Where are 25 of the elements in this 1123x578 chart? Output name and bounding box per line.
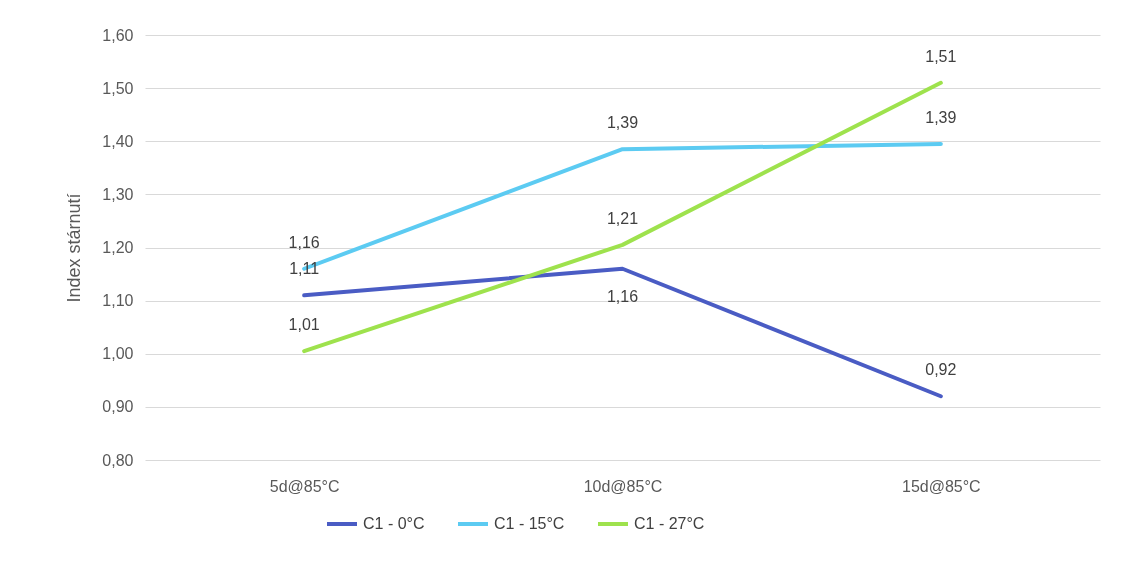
y-tick-label: 1,50 [102, 79, 134, 97]
x-tick-label: 5d@85°C [269, 477, 340, 495]
legend-label: C1 - 0°C [363, 515, 425, 532]
data-label: 1,16 [606, 287, 639, 305]
data-label: 1,16 [288, 233, 320, 251]
y-tick-label: 1,10 [102, 292, 134, 310]
y-tick-label: 1,20 [102, 239, 134, 256]
data-label: 1,51 [925, 47, 957, 65]
data-label: 1,11 [289, 260, 320, 278]
legend-label: C1 - 15°C [494, 515, 565, 532]
legend-label: C1 - 27°C [634, 515, 705, 532]
y-axis-title: Index stárnutí [64, 193, 85, 303]
data-label: 0,92 [925, 361, 957, 379]
y-tick-label: 1,60 [102, 26, 134, 44]
data-label: 1,39 [606, 114, 639, 132]
y-tick-label: 1,00 [102, 345, 134, 363]
x-tick-label: 10d@85°C [583, 477, 663, 495]
data-label: 1,39 [925, 108, 957, 126]
data-label: 1,21 [606, 209, 639, 227]
y-tick-label: 1,40 [102, 132, 134, 150]
y-tick-label: 0,90 [102, 398, 134, 416]
y-tick-label: 0,80 [102, 451, 134, 469]
y-tick-label: 1,30 [102, 185, 134, 203]
x-tick-label: 15d@85°C [901, 477, 981, 495]
data-label: 1,01 [288, 316, 320, 334]
